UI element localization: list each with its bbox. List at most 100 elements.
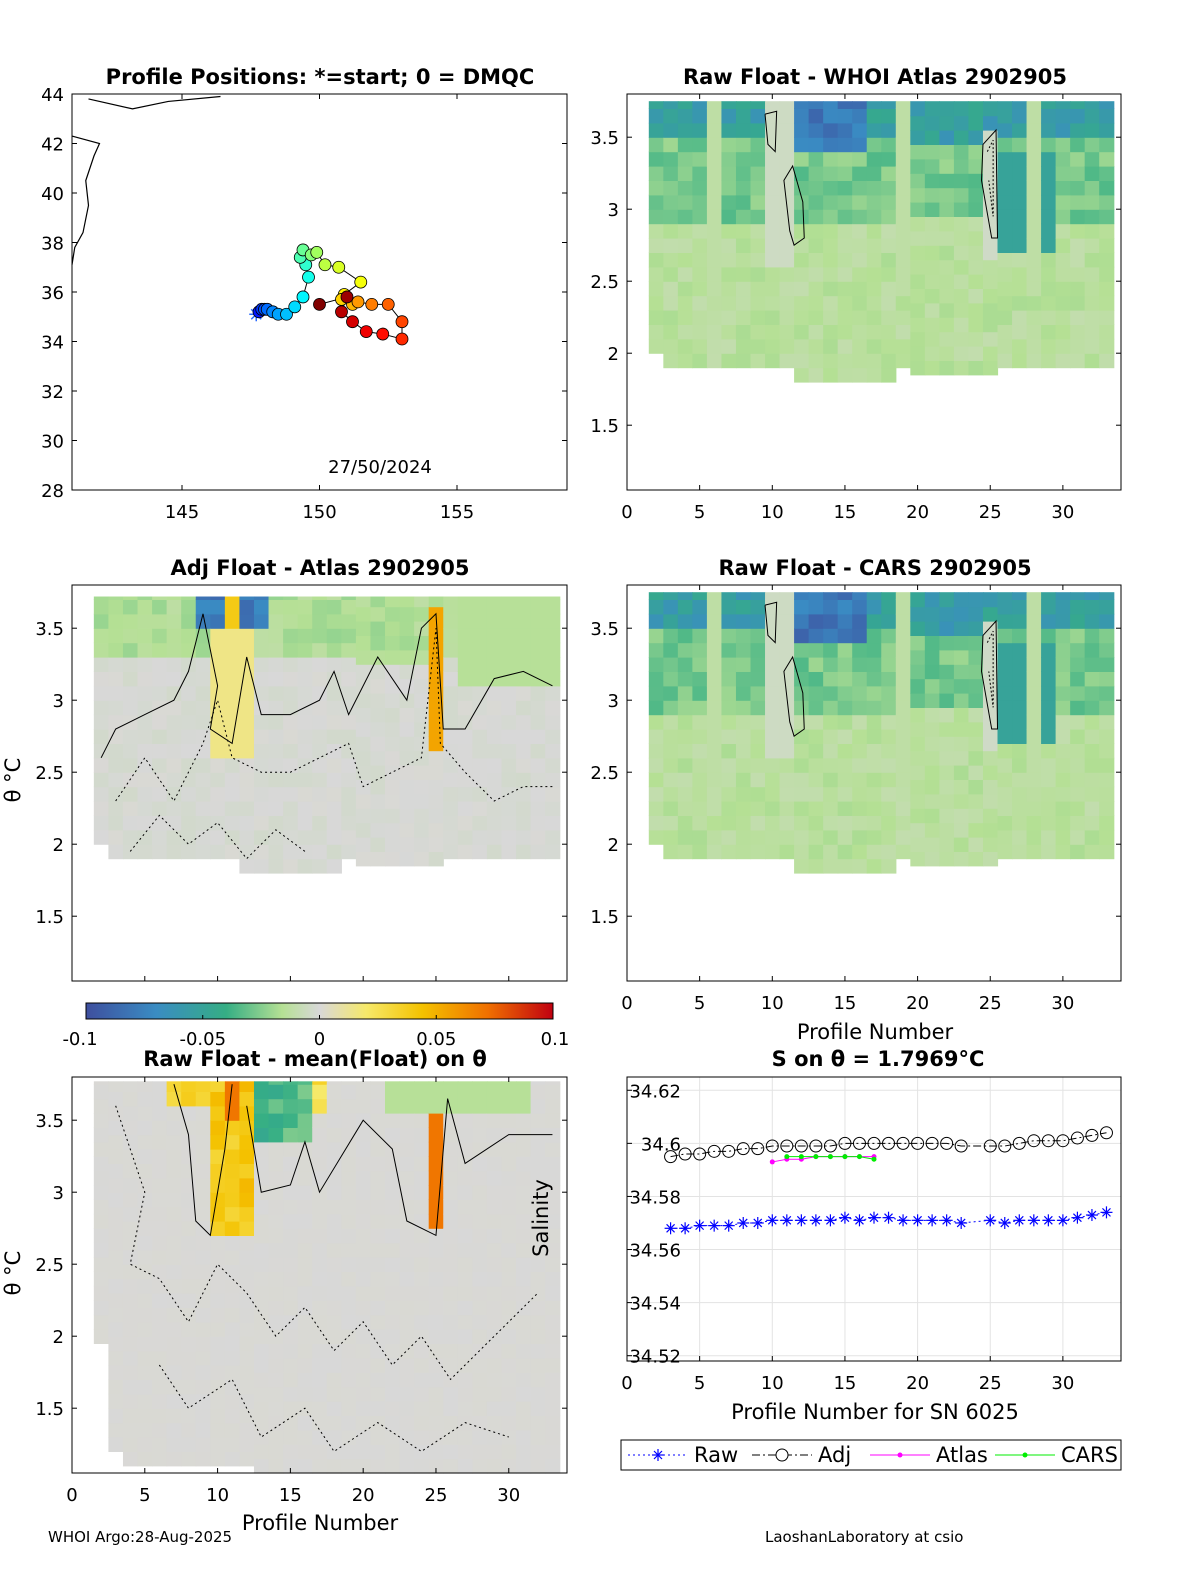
heatmap-cell xyxy=(808,599,824,615)
heatmap-cell xyxy=(837,772,853,788)
heatmap-cell xyxy=(881,266,897,282)
heatmap-cell xyxy=(501,1372,517,1388)
heatmap-cell xyxy=(677,266,693,282)
heatmap-cell xyxy=(370,1458,386,1474)
heatmap-cell xyxy=(1070,101,1086,109)
heatmap-cell xyxy=(414,1081,430,1085)
heatmap-cell xyxy=(648,671,664,687)
heatmap-cell xyxy=(765,281,781,297)
heatmap-cell xyxy=(283,1329,299,1344)
heatmap-cell xyxy=(152,1422,168,1438)
heatmap-cell xyxy=(108,1408,124,1424)
heatmap-cell xyxy=(837,858,853,874)
heatmap-cell xyxy=(472,1199,488,1215)
heatmap-cell xyxy=(253,613,270,629)
heatmap-cell xyxy=(1099,353,1115,369)
heatmap-cell xyxy=(195,1379,211,1395)
heatmap-cell xyxy=(1084,101,1100,109)
heatmap-cell xyxy=(545,1081,561,1085)
heatmap-cell xyxy=(866,671,882,687)
star-stroke xyxy=(753,1218,763,1228)
heatmap-cell xyxy=(472,1285,488,1301)
heatmap-cell xyxy=(443,1170,459,1186)
heatmap-cell xyxy=(866,353,882,369)
heatmap-cell xyxy=(472,1300,488,1316)
x-tick-label: 0 xyxy=(66,1485,77,1506)
heatmap-cell xyxy=(545,1314,561,1330)
heatmap-cell xyxy=(968,317,984,333)
heatmap-cell xyxy=(341,1372,357,1388)
heatmap-cell xyxy=(997,238,1013,253)
heatmap-cell xyxy=(706,642,723,658)
heatmap-cell xyxy=(297,685,313,701)
adj-circle-point xyxy=(1027,1134,1041,1148)
heatmap-cell xyxy=(210,1379,226,1395)
heatmap-cell xyxy=(385,1199,401,1215)
heatmap-cell xyxy=(428,1271,444,1287)
heatmap-cell xyxy=(516,743,532,759)
heatmap-cell xyxy=(166,844,182,860)
heatmap-cell xyxy=(312,1401,328,1416)
heatmap-cell xyxy=(910,678,926,694)
profile-position-point xyxy=(310,245,324,259)
heatmap-cell xyxy=(779,108,795,124)
heatmap-cell xyxy=(414,1357,430,1373)
heatmap-cell xyxy=(1070,166,1086,181)
heatmap-cell xyxy=(953,346,970,361)
heatmap-cell xyxy=(910,187,926,203)
heatmap-cell xyxy=(735,137,752,153)
heatmap-cell xyxy=(706,743,723,759)
heatmap-cell xyxy=(895,657,911,672)
heatmap-cell xyxy=(1070,786,1086,802)
heatmap-cell xyxy=(910,693,926,708)
heatmap-cell xyxy=(268,1357,284,1373)
heatmap-cell xyxy=(953,822,970,838)
heatmap-cell xyxy=(283,829,299,845)
heatmap-cell xyxy=(721,844,737,860)
raw-star-point xyxy=(998,1216,1011,1229)
heatmap-cell xyxy=(982,765,999,780)
heatmap-cell xyxy=(268,1156,284,1172)
heatmap-cell xyxy=(210,1307,226,1323)
heatmap-cell xyxy=(224,1321,241,1337)
heatmap-cell xyxy=(370,664,386,680)
heatmap-cell xyxy=(516,772,532,788)
heatmap-cell xyxy=(166,671,182,687)
heatmap-cell xyxy=(735,592,752,600)
raw-star-point xyxy=(824,1214,837,1227)
heatmap-cell xyxy=(530,844,546,860)
heatmap-cell xyxy=(663,628,679,644)
heatmap-cell xyxy=(152,1163,168,1179)
series-raw xyxy=(664,1206,1113,1235)
heatmap-cell xyxy=(268,1271,284,1287)
heatmap-cell xyxy=(355,1156,372,1172)
heatmap-cell xyxy=(370,1386,386,1402)
heatmap-cell xyxy=(166,1321,182,1337)
x-tick-label: 150 xyxy=(302,502,336,523)
heatmap-cell xyxy=(1055,223,1071,239)
heatmap-cell xyxy=(881,801,897,816)
star-stroke xyxy=(855,1215,864,1225)
heatmap-cell xyxy=(312,1429,328,1445)
heatmap-cell xyxy=(808,628,824,644)
heatmap-cell xyxy=(472,772,488,788)
heatmap-cell xyxy=(765,628,781,644)
raw-star-point xyxy=(1100,1206,1113,1219)
heatmap-cell xyxy=(108,1321,124,1337)
heatmap-cell xyxy=(765,685,781,701)
heatmap-cell xyxy=(881,642,897,658)
heatmap-cell xyxy=(443,1213,459,1229)
heatmap-cell xyxy=(253,1156,270,1172)
heatmap-cell xyxy=(735,238,752,253)
heatmap-cell xyxy=(808,786,824,802)
heatmap-cell xyxy=(516,815,532,831)
raw-whoi-title: Raw Float - WHOI Atlas 2902905 xyxy=(683,65,1067,89)
x-tick-label: 20 xyxy=(906,993,929,1014)
heatmap-cell xyxy=(239,858,255,874)
heatmap-cell xyxy=(530,1081,546,1085)
heatmap-cell xyxy=(881,180,897,196)
heatmap-cell xyxy=(195,1393,211,1409)
heatmap-cell xyxy=(341,1081,357,1085)
heatmap-cell xyxy=(895,613,911,629)
heatmap-cell xyxy=(210,786,226,802)
